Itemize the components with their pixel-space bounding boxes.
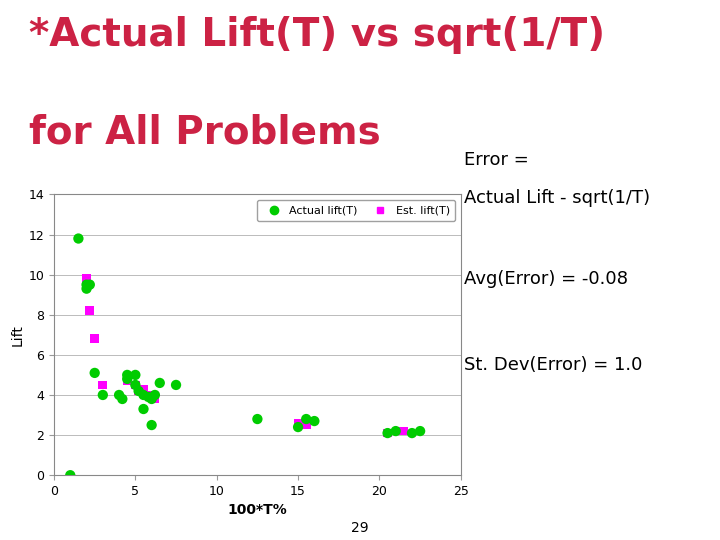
Point <box>398 427 410 435</box>
Point <box>149 390 161 399</box>
Point <box>300 415 312 423</box>
Text: Avg(Error) = -0.08: Avg(Error) = -0.08 <box>464 270 629 288</box>
Point <box>138 384 149 393</box>
Point <box>113 390 125 399</box>
Point <box>252 415 264 423</box>
Point <box>138 390 149 399</box>
Point <box>122 370 133 379</box>
Point <box>382 429 393 437</box>
Point <box>292 418 304 427</box>
Text: Error =: Error = <box>464 151 529 169</box>
Point <box>292 423 304 431</box>
Point <box>414 427 426 435</box>
Point <box>73 234 84 243</box>
Point <box>81 280 92 289</box>
Point <box>309 417 320 426</box>
Point <box>382 429 393 437</box>
Point <box>84 306 96 315</box>
Point <box>117 395 128 403</box>
Text: Actual Lift - sqrt(1/T): Actual Lift - sqrt(1/T) <box>464 189 651 207</box>
Point <box>130 381 141 389</box>
Y-axis label: Lift: Lift <box>10 324 24 346</box>
Text: for All Problems: for All Problems <box>29 113 381 151</box>
Point <box>133 387 145 395</box>
Point <box>65 471 76 480</box>
Text: St. Dev(Error) = 1.0: St. Dev(Error) = 1.0 <box>464 356 643 374</box>
Point <box>122 376 133 385</box>
Point <box>130 381 141 389</box>
Point <box>97 381 109 389</box>
Text: *Actual Lift(T) vs sqrt(1/T): *Actual Lift(T) vs sqrt(1/T) <box>29 16 605 54</box>
Text: 29: 29 <box>351 521 369 535</box>
Point <box>122 375 133 383</box>
Point <box>149 395 161 403</box>
Point <box>81 285 92 293</box>
Point <box>138 404 149 413</box>
Point <box>146 421 158 429</box>
Point <box>84 280 96 289</box>
Point <box>390 427 402 435</box>
Point <box>154 379 166 387</box>
Point <box>170 381 181 389</box>
Point <box>89 369 101 377</box>
Point <box>143 393 154 401</box>
Point <box>130 370 141 379</box>
Point <box>89 334 101 343</box>
Point <box>406 429 418 437</box>
Point <box>97 390 109 399</box>
Point <box>300 421 312 429</box>
Point <box>81 274 92 283</box>
Legend: Actual lift(T), Est. lift(T): Actual lift(T), Est. lift(T) <box>257 200 455 221</box>
X-axis label: 100*T%: 100*T% <box>228 503 287 517</box>
Point <box>146 395 158 403</box>
Point <box>146 390 158 399</box>
Point <box>133 387 145 395</box>
